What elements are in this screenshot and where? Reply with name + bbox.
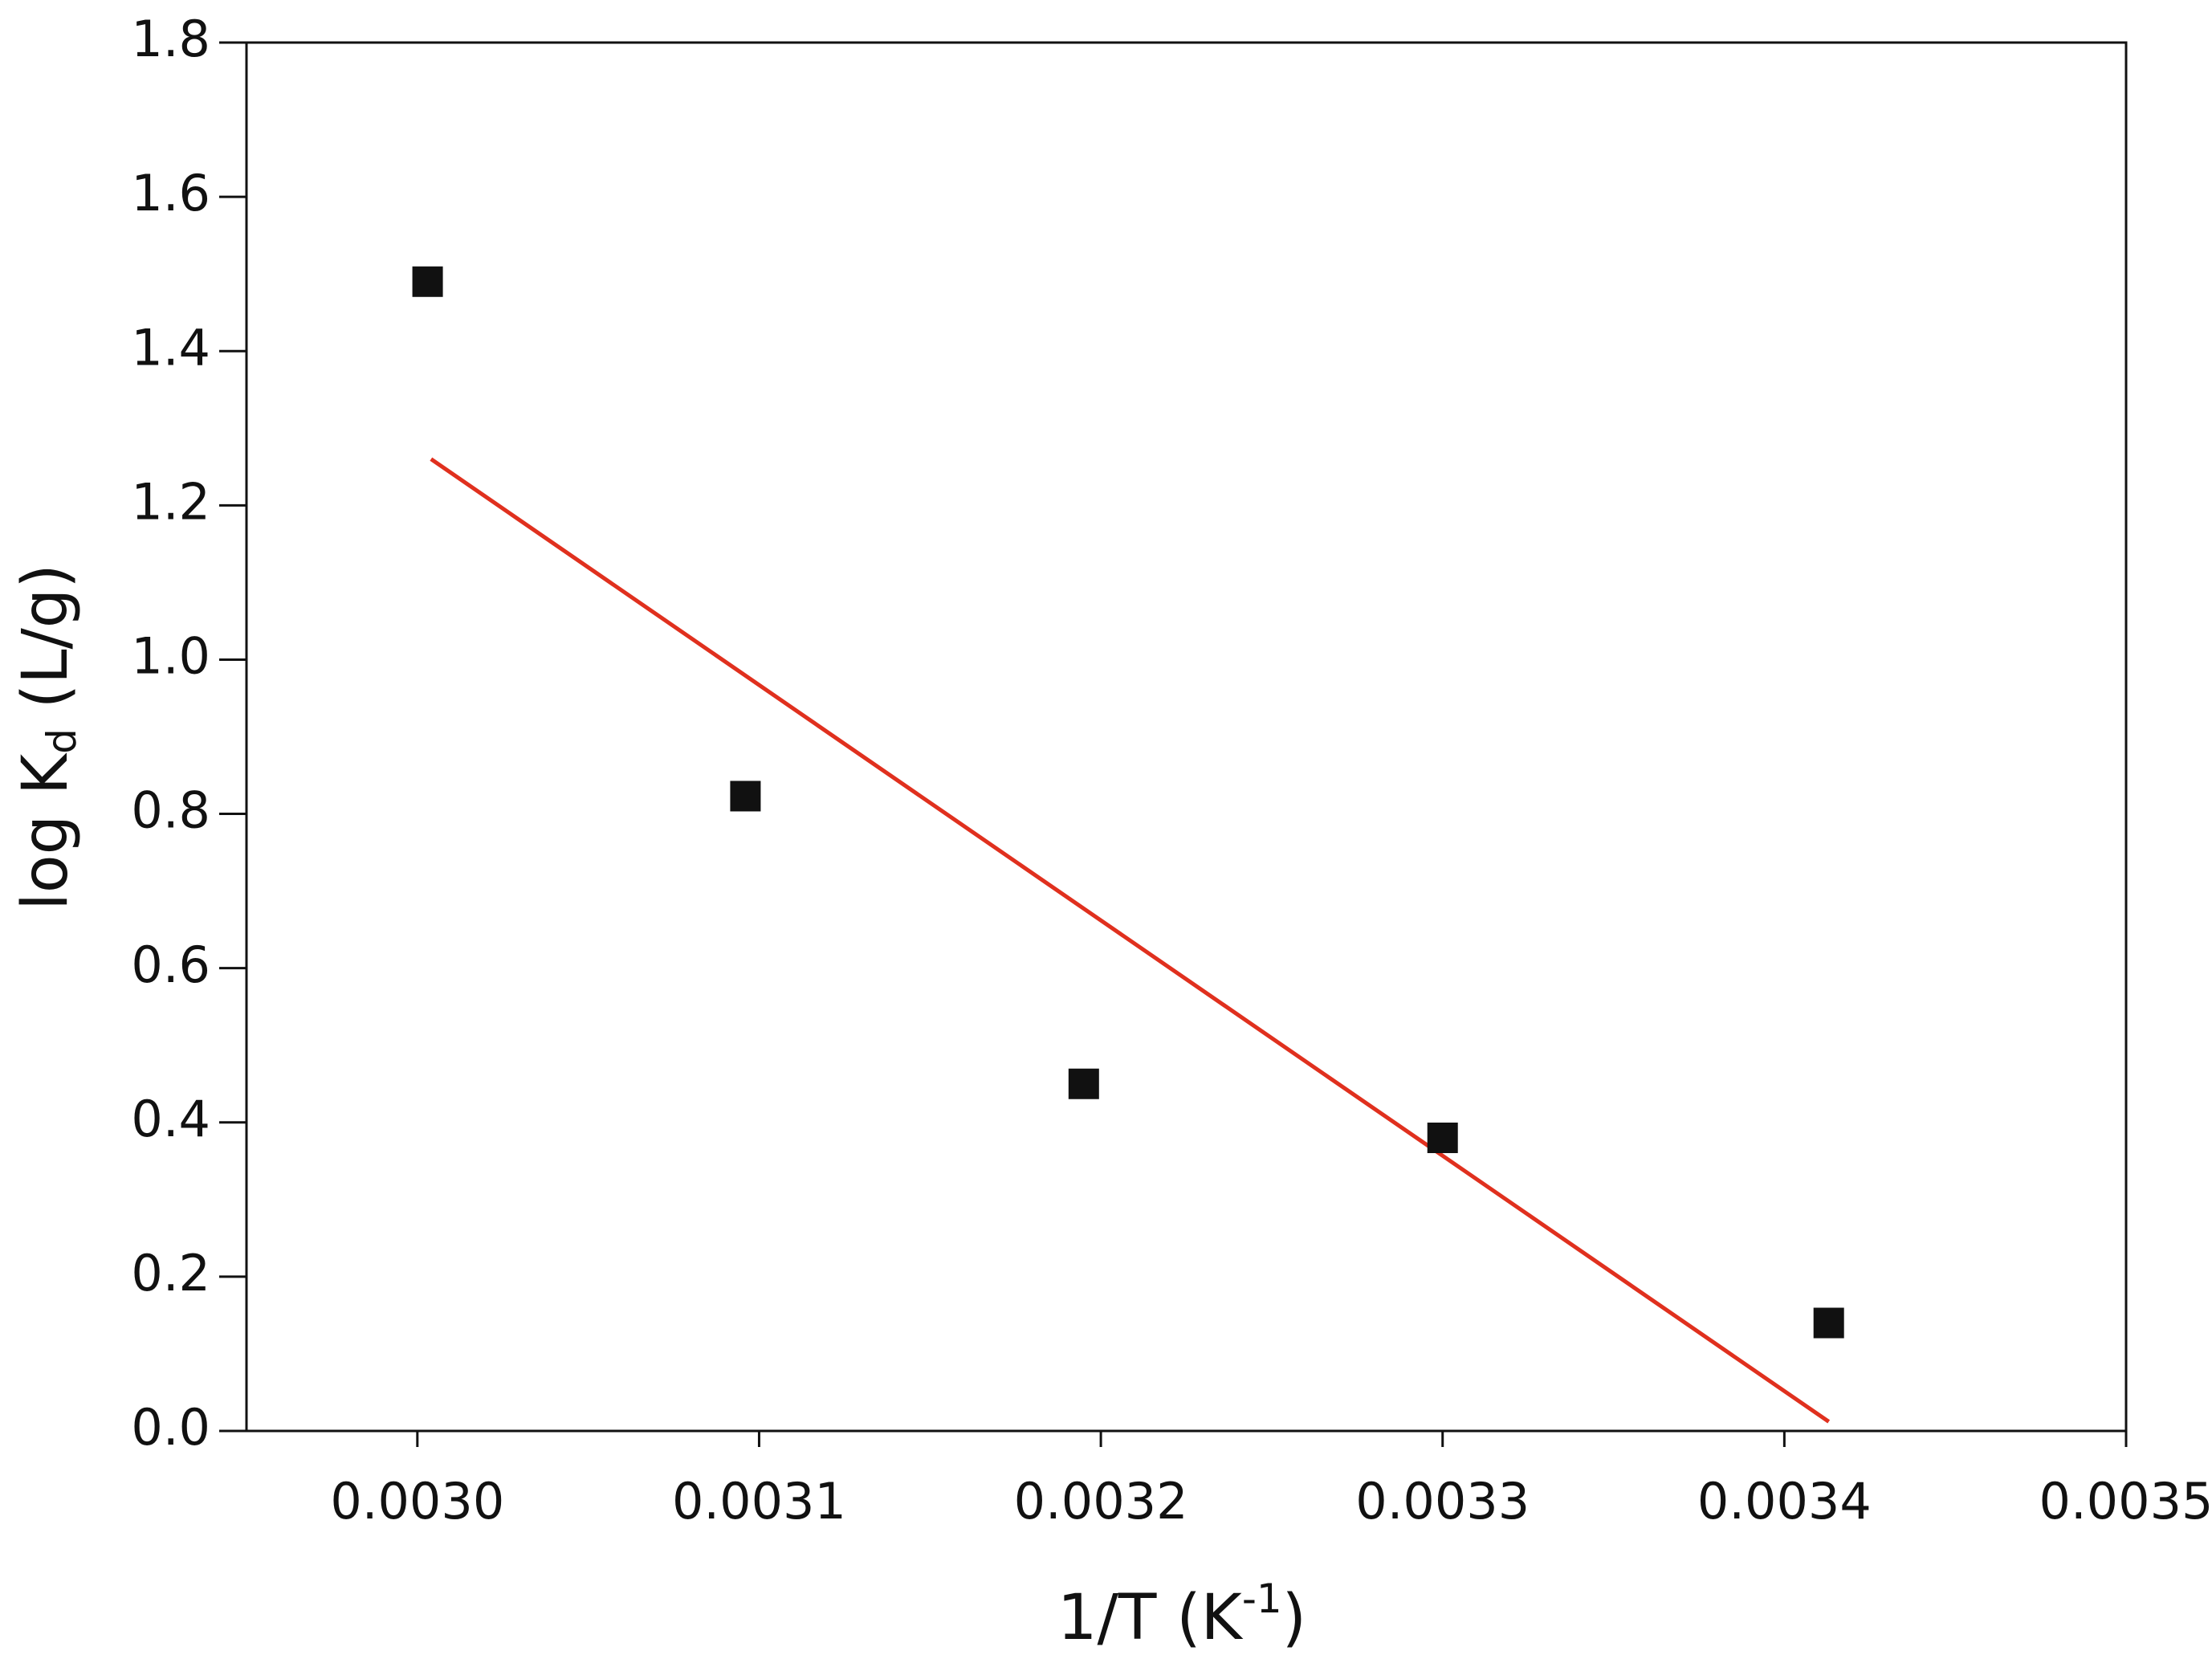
x-tick-label: 0.0035: [2039, 1472, 2212, 1531]
data-point: [730, 781, 761, 812]
y-tick-label: 0.8: [131, 781, 210, 840]
x-tick-label: 0.0034: [1697, 1472, 1872, 1531]
x-tick-label: 0.0032: [1014, 1472, 1188, 1531]
data-point: [1068, 1068, 1099, 1099]
fit-line: [430, 457, 1831, 1424]
y-tick-label: 1.0: [131, 627, 210, 686]
x-tick-label: 0.0033: [1355, 1472, 1530, 1531]
y-tick-label: 0.4: [131, 1090, 210, 1148]
y-tick-label: 1.8: [131, 10, 210, 68]
y-tick-label: 0.2: [131, 1244, 210, 1302]
y-tick-label: 0.6: [131, 935, 210, 994]
y-tick-label: 1.6: [131, 164, 210, 222]
x-tick-label: 0.0030: [330, 1472, 504, 1531]
y-tick-label: 1.4: [131, 318, 210, 377]
y-tick-label: 0.0: [131, 1398, 210, 1457]
y-tick-label: 1.2: [131, 472, 210, 531]
data-point: [412, 266, 443, 297]
x-axis-label: 1/T (K-1): [1057, 1575, 1306, 1655]
data-point: [1813, 1307, 1844, 1339]
plot-frame: [245, 41, 2128, 1433]
y-axis-label: log Kd (L/g): [10, 564, 84, 911]
x-tick-label: 0.0031: [672, 1472, 846, 1531]
data-point: [1427, 1122, 1458, 1153]
